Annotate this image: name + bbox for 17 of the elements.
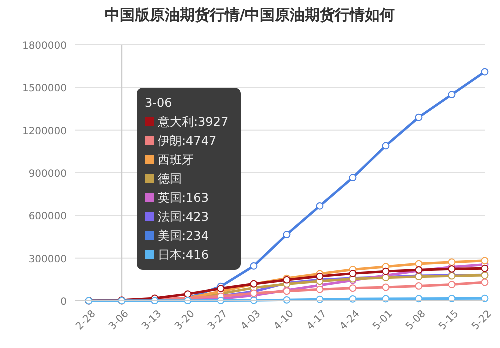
legend-label: 德国 <box>158 172 182 186</box>
legend-label: 法国:423 <box>158 210 209 224</box>
y-tick-label: 900000 <box>28 169 67 180</box>
legend-label: 意大利:3927 <box>157 115 229 129</box>
y-tick-label: 1800000 <box>22 41 67 52</box>
y-tick-label: 600000 <box>28 212 67 223</box>
legend-label: 英国:163 <box>158 191 209 205</box>
legend-label: 日本:416 <box>158 248 209 262</box>
chart-title: 中国版原油期货行情/中国原油期货行情如何 <box>104 6 396 24</box>
y-tick-label: 1200000 <box>22 126 67 138</box>
y-tick-label: 1500000 <box>22 84 67 95</box>
y-tick-label: 300000 <box>28 254 67 266</box>
legend-label: 美国:234 <box>158 229 209 243</box>
legend-label: 西班牙 <box>158 153 194 167</box>
legend-label: 伊朗:4747 <box>158 134 217 148</box>
legend-title: 3-06 <box>145 96 172 110</box>
y-tick-label: 0 <box>60 297 67 308</box>
